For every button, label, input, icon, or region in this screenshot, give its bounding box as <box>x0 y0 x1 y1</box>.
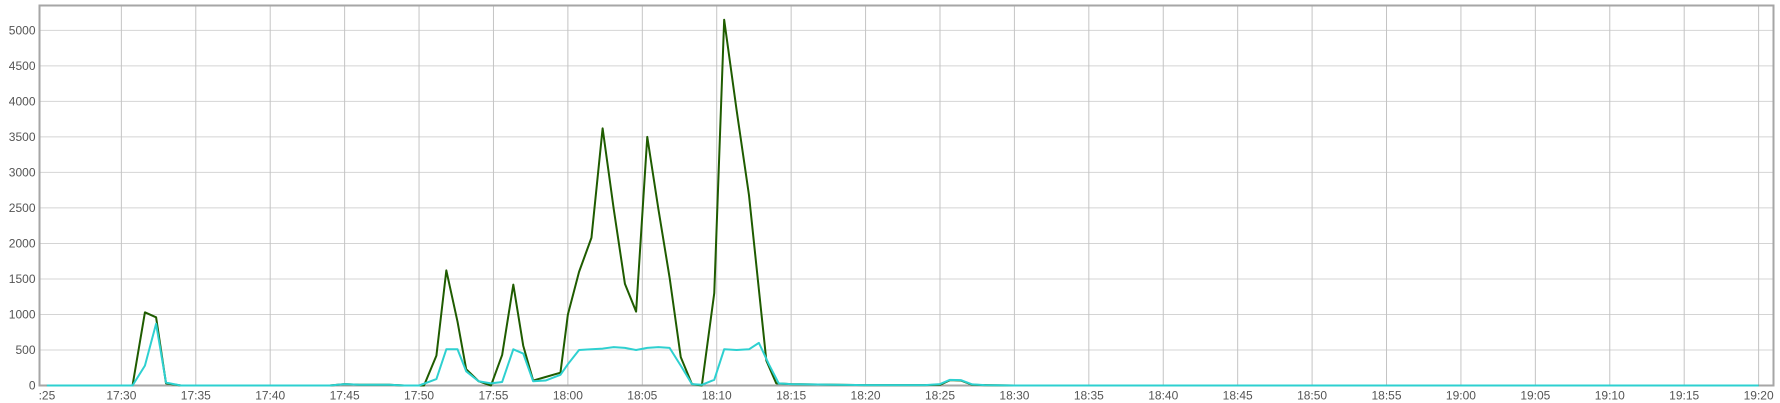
x-tick-label: 19:20 <box>1744 389 1774 403</box>
y-tick-label: 0 <box>29 379 36 393</box>
y-tick-label: 1000 <box>9 307 36 321</box>
x-tick-label: 18:45 <box>1223 389 1253 403</box>
x-tick-label: 18:40 <box>1148 389 1178 403</box>
x-tick-label: 18:05 <box>627 389 657 403</box>
x-tick-label: 17:35 <box>181 389 211 403</box>
series-line-2 <box>46 322 1759 387</box>
y-axis-labels: 0 500 1000 1500 2000 2500 3000 3500 4000 4500 5000 <box>9 23 36 392</box>
x-tick-label: 18:50 <box>1297 389 1327 403</box>
x-tick-label: 19:00 <box>1446 389 1476 403</box>
y-tick-label: 2000 <box>9 236 36 250</box>
x-tick-label: 18:35 <box>1074 389 1104 403</box>
y-tick-label: 500 <box>15 343 35 357</box>
grid <box>39 5 1774 386</box>
y-tick-label: 2500 <box>9 201 36 215</box>
x-axis-labels: :25 17:30 17:35 17:40 17:45 17:50 17:55 18:00 18… <box>39 389 1774 403</box>
x-tick-label: 18:20 <box>851 389 881 403</box>
x-tick-label: 17:55 <box>478 389 508 403</box>
x-tick-label: 18:00 <box>553 389 583 403</box>
x-tick-label: :25 <box>39 389 56 403</box>
x-tick-label: 18:55 <box>1371 389 1401 403</box>
x-tick-label: 19:05 <box>1520 389 1550 403</box>
x-tick-label: 18:10 <box>702 389 732 403</box>
y-tick-label: 4000 <box>9 94 36 108</box>
x-tick-label: 18:15 <box>776 389 806 403</box>
y-tick-label: 3000 <box>9 165 36 179</box>
x-tick-label: 17:30 <box>106 389 136 403</box>
y-tick-label: 3500 <box>9 130 36 144</box>
x-tick-label: 17:40 <box>255 389 285 403</box>
x-tick-label: 19:15 <box>1669 389 1699 403</box>
x-tick-label: 17:45 <box>330 389 360 403</box>
x-tick-label: 18:30 <box>999 389 1029 403</box>
series-line-1 <box>46 18 1759 387</box>
plot-frame <box>38 4 1775 387</box>
x-tick-label: 19:10 <box>1595 389 1625 403</box>
series-layer <box>46 18 1759 387</box>
y-tick-label: 5000 <box>9 23 36 37</box>
y-tick-label: 1500 <box>9 272 36 286</box>
x-tick-label: 17:50 <box>404 389 434 403</box>
y-tick-label: 4500 <box>9 59 36 73</box>
x-tick-label: 18:25 <box>925 389 955 403</box>
